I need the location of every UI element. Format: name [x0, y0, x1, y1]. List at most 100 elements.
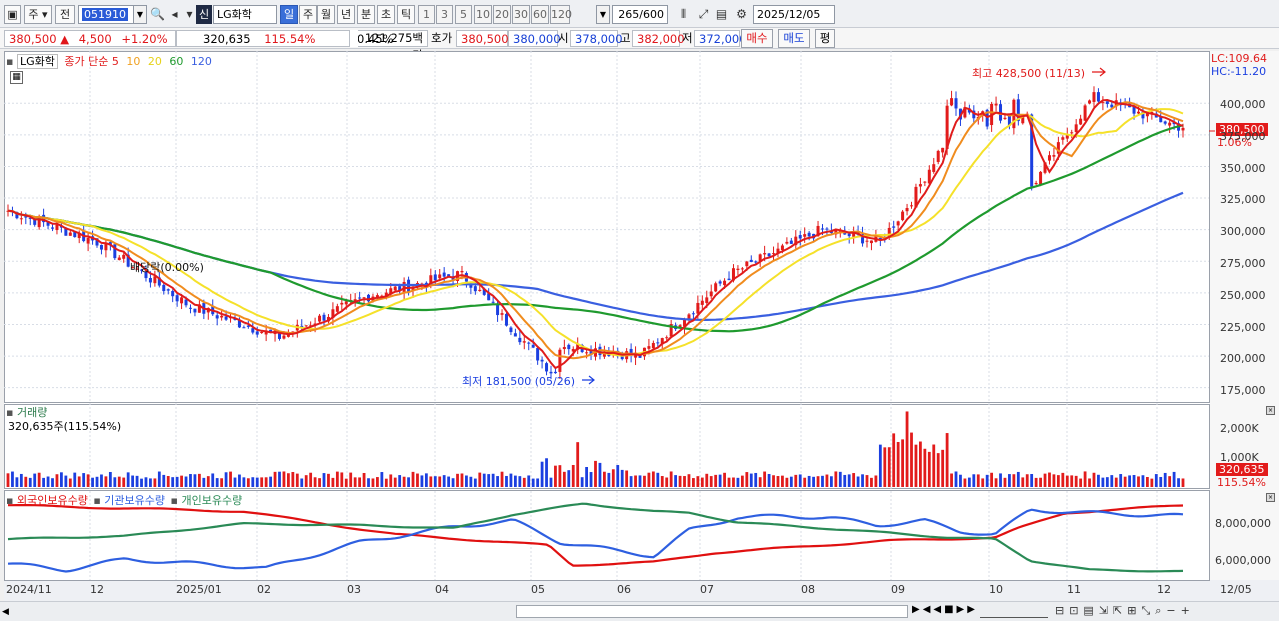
scroll-thumb[interactable]: [516, 605, 908, 618]
new-badge: 신: [196, 5, 212, 24]
volume-bar-192: [861, 474, 864, 487]
individual-holding-line: [7, 502, 1184, 573]
candle-body-91: [411, 286, 415, 292]
chart-area[interactable]: ▪ LG화학 종가 단순 5 10 20 60 120 ▦ 최고 428,500…: [4, 51, 1279, 601]
volume-bar-120: [540, 461, 544, 487]
candle-body-88: [398, 286, 402, 291]
interval-button-5[interactable]: 30: [512, 5, 530, 24]
stock-code-input[interactable]: 051910: [78, 5, 134, 24]
candle-body-160: [718, 281, 722, 284]
search-icon[interactable]: 🔍: [150, 7, 165, 21]
interval-button-0[interactable]: 1: [418, 5, 435, 24]
interval-button-7[interactable]: 120: [550, 5, 572, 24]
table-icon[interactable]: ▦: [10, 71, 23, 84]
count-field[interactable]: 265/600: [612, 5, 668, 24]
holding-tick-6m: 6,000,000: [1215, 554, 1271, 567]
stock-chart[interactable]: [4, 51, 1279, 601]
tool-icons[interactable]: ⊟⊡▤⇲⇱⊞⤡⌕−+: [1055, 604, 1195, 617]
volume-bar-239: [1070, 475, 1074, 487]
candle-body-59: [269, 329, 273, 333]
volume-value: 320,635주(115.54%): [8, 420, 122, 433]
candle-body-48: [220, 315, 224, 318]
candle-body-180: [807, 232, 811, 237]
save-icon[interactable]: ▤: [715, 7, 728, 21]
scroll-left-icon[interactable]: ◀: [2, 607, 9, 617]
candle-body-238: [1065, 135, 1069, 139]
period-tab-4[interactable]: 분: [357, 5, 375, 24]
price-tick-7: 225,000: [1220, 320, 1266, 334]
average-button[interactable]: 평: [815, 29, 835, 48]
candle-body-18: [86, 238, 90, 244]
holding-close-icon[interactable]: ×: [1266, 493, 1275, 502]
volume-bar-70: [318, 478, 321, 487]
volume-bar-162: [727, 477, 731, 487]
prev-button[interactable]: 전: [55, 5, 75, 24]
buy-button[interactable]: 매수: [741, 29, 773, 48]
candle-body-56: [255, 331, 259, 335]
candle-body-25: [117, 257, 121, 261]
volume-bar-66: [300, 478, 304, 487]
volume-bar-121: [545, 458, 548, 487]
code-dropdown-icon[interactable]: ▼: [133, 5, 147, 24]
x-label-4: 03: [347, 583, 361, 596]
volume-bar-127: [571, 464, 575, 487]
volume-bar-175: [785, 477, 789, 487]
volume-bar-8: [42, 477, 46, 487]
axis-background: [1209, 51, 1279, 601]
period-tab-5[interactable]: 초: [377, 5, 395, 24]
candle-body-33: [153, 276, 157, 284]
stock-name-field[interactable]: LG화학: [213, 5, 277, 24]
volume-bar-216: [967, 477, 971, 487]
candle-body-242: [1083, 105, 1087, 121]
interval-button-4[interactable]: 20: [493, 5, 511, 24]
candle-body-175: [785, 241, 789, 244]
window-menu-icon[interactable]: ▣: [4, 5, 21, 24]
interval-button-6[interactable]: 60: [531, 5, 549, 24]
compare-icon[interactable]: ⤢: [698, 7, 709, 21]
volume-bar-215: [963, 478, 967, 487]
candle-body-177: [794, 236, 798, 246]
candle-body-208: [932, 164, 936, 172]
candle-body-176: [789, 240, 793, 244]
volume-bar-217: [972, 474, 976, 487]
period-tab-0[interactable]: 일: [280, 5, 298, 24]
candle-type-icon[interactable]: ⫴: [680, 7, 687, 21]
volume-bar-168: [754, 472, 758, 487]
period-tab-6[interactable]: 틱: [397, 5, 415, 24]
volume-bar-240: [1074, 475, 1078, 487]
volume-bar-75: [340, 472, 344, 487]
gear-icon[interactable]: ⚙: [736, 7, 747, 21]
volume-bar-45: [206, 476, 210, 487]
zoom-slider[interactable]: [980, 604, 1048, 618]
interval-button-2[interactable]: 5: [455, 5, 472, 24]
candle-body-232: [1039, 171, 1043, 185]
volume-bar-157: [705, 473, 709, 487]
volume-bar-71: [322, 473, 326, 487]
volume-bar-234: [1048, 472, 1051, 487]
sell-button[interactable]: 매도: [778, 29, 810, 48]
bottom-scrollbar[interactable]: ◀ ▶◀◀■▶▶ ⊟⊡▤⇲⇱⊞⤡⌕−+: [0, 601, 1279, 621]
interval-button-1[interactable]: 3: [436, 5, 453, 24]
volume-bar-225: [1008, 474, 1011, 487]
volume-bar-177: [794, 474, 798, 487]
volume-close-icon[interactable]: ×: [1266, 406, 1275, 415]
interval-button-3[interactable]: 10: [474, 5, 492, 24]
candle-body-41: [188, 307, 192, 309]
amount-value: 121,275백만: [364, 31, 423, 62]
playback-controls[interactable]: ▶◀◀■▶▶: [912, 604, 978, 615]
candle-body-256: [1145, 113, 1149, 117]
speaker-icon[interactable]: ◂: [171, 7, 178, 21]
candle-body-241: [1079, 118, 1083, 125]
candle-body-146: [656, 342, 660, 344]
period-tab-1[interactable]: 주: [299, 5, 317, 24]
candle-body-246: [1101, 102, 1105, 104]
low-annotation: 최저 181,500 (05/26): [462, 375, 576, 388]
dropdown-small-icon[interactable]: ▾: [186, 7, 193, 21]
interval-dropdown-icon[interactable]: ▼: [596, 5, 610, 24]
period-tab-2[interactable]: 월: [317, 5, 335, 24]
date-field[interactable]: 2025/12/05: [753, 5, 835, 24]
period-tab-3[interactable]: 년: [337, 5, 355, 24]
type-select[interactable]: 주 ▾: [24, 5, 52, 24]
volume-bar-176: [789, 476, 793, 487]
volume-bar-135: [607, 472, 611, 487]
